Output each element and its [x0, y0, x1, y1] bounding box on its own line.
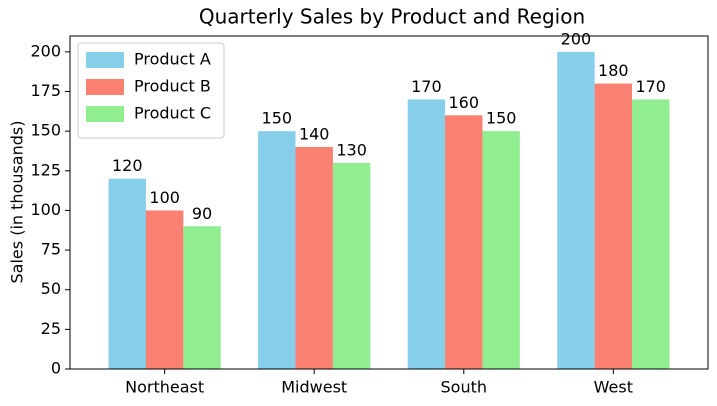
- y-tick-label: 100: [30, 200, 61, 219]
- data-label: 180: [598, 61, 629, 80]
- bar: [482, 131, 520, 369]
- bar: [632, 99, 670, 369]
- bar: [557, 51, 595, 369]
- y-tick-label: 200: [30, 41, 61, 60]
- x-tick-label: Northeast: [125, 378, 204, 397]
- bar: [332, 162, 371, 369]
- data-label: 170: [635, 77, 666, 96]
- data-label: 200: [561, 29, 592, 48]
- y-tick-label: 75: [41, 240, 61, 259]
- legend-swatch: [86, 52, 124, 68]
- bar: [258, 131, 296, 369]
- bar: [295, 147, 333, 369]
- y-axis-label: Sales (in thousands): [8, 121, 27, 284]
- data-label: 90: [192, 204, 212, 223]
- plot-frame: [69, 35, 709, 370]
- data-label: 150: [262, 109, 293, 128]
- bar: [407, 99, 446, 369]
- y-tick-label: 175: [30, 81, 61, 100]
- legend-label: Product C: [134, 104, 211, 123]
- y-tick-label: 125: [30, 160, 61, 179]
- bar: [445, 115, 483, 370]
- legend-swatch: [86, 79, 124, 95]
- data-label: 160: [449, 93, 480, 112]
- legend-label: Product A: [134, 50, 211, 69]
- y-tick-label: 25: [41, 319, 61, 338]
- data-label: 130: [336, 140, 367, 159]
- x-tick-label: West: [594, 378, 633, 397]
- y-tick-label: 0: [51, 359, 61, 378]
- data-label: 100: [149, 188, 180, 207]
- data-label: 170: [411, 77, 442, 96]
- data-label: 120: [112, 156, 143, 175]
- bar: [594, 83, 633, 370]
- bar: [183, 226, 221, 369]
- y-tick-label: 50: [41, 279, 61, 298]
- bar: [108, 178, 146, 369]
- x-tick-label: South: [441, 378, 488, 397]
- legend-swatch: [86, 106, 124, 122]
- x-tick-label: Midwest: [281, 378, 347, 397]
- chart-title: Quarterly Sales by Product and Region: [199, 5, 585, 29]
- bar: [145, 210, 184, 369]
- y-tick-label: 150: [30, 121, 61, 140]
- data-label: 150: [486, 109, 517, 128]
- legend-label: Product B: [134, 77, 211, 96]
- data-label: 140: [299, 125, 330, 144]
